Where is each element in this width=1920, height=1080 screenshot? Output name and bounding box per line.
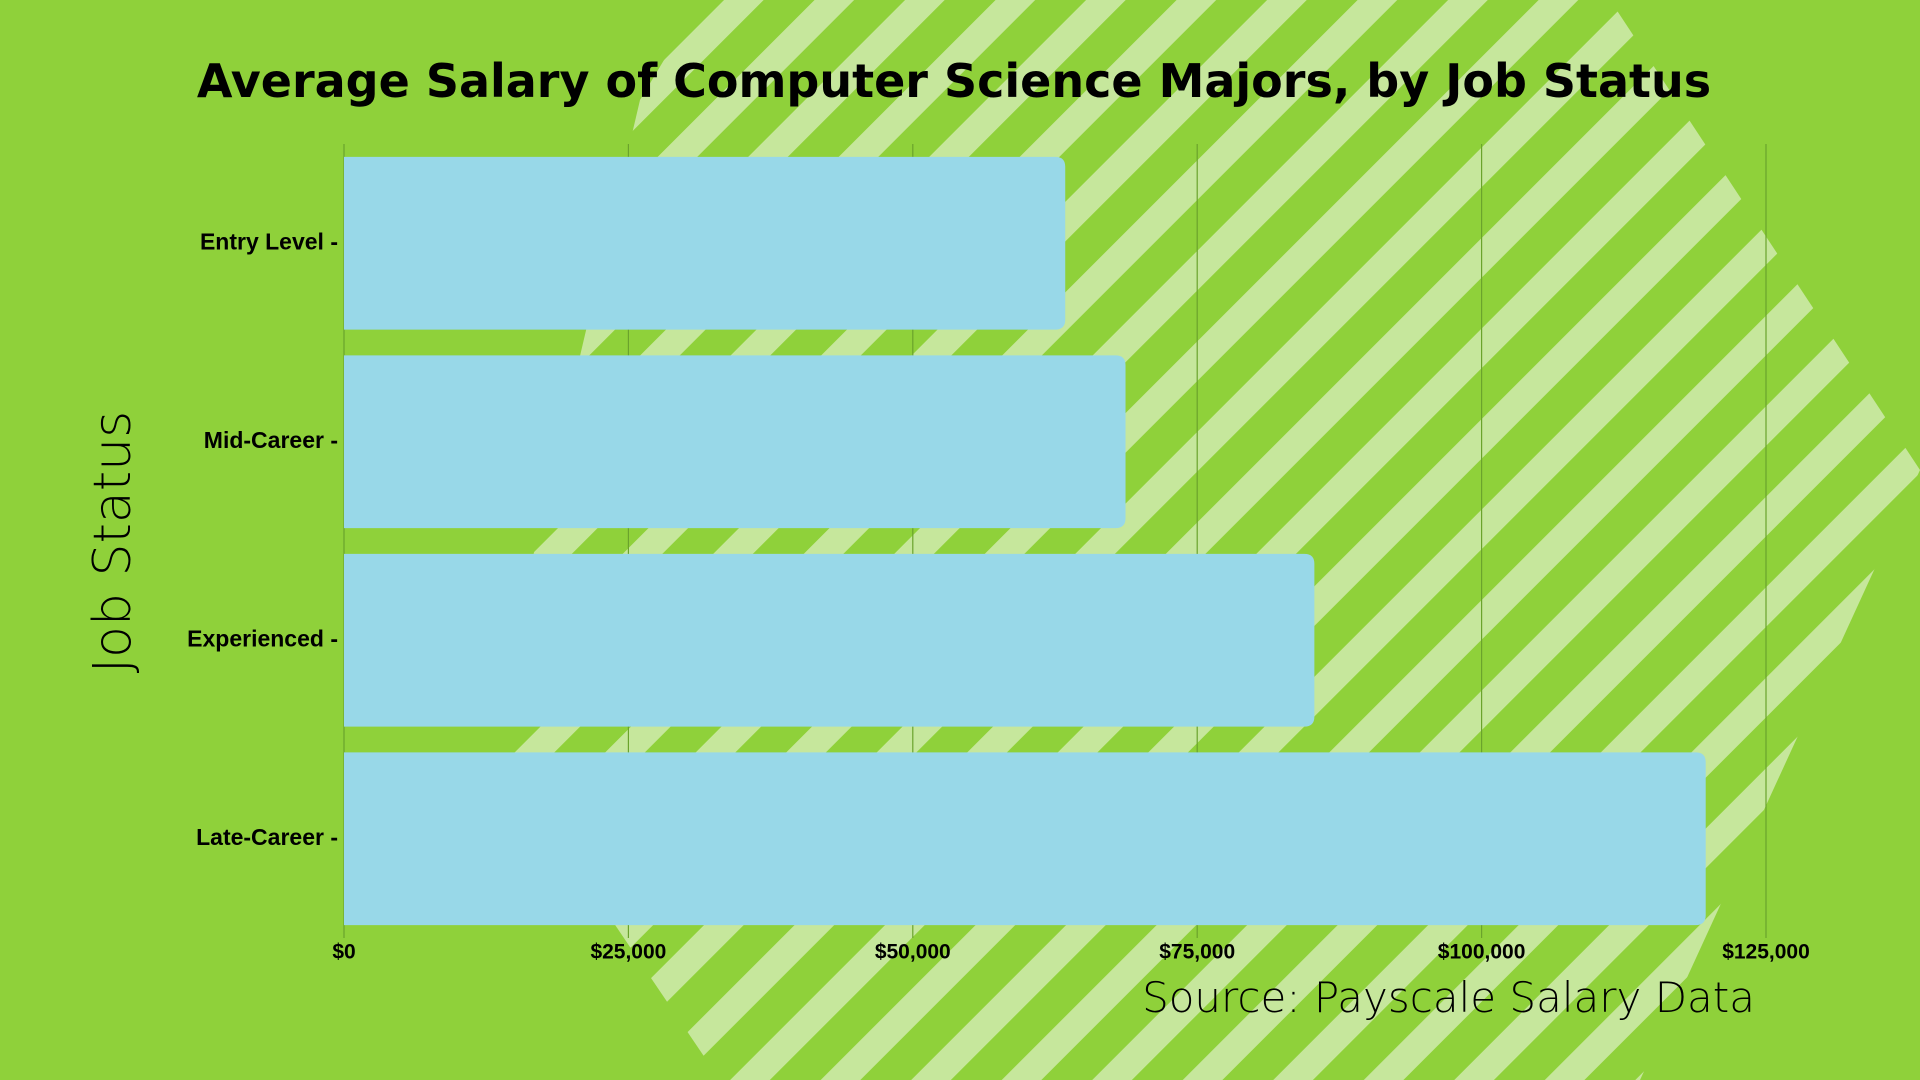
- chart-title: Average Salary of Computer Science Major…: [197, 54, 1711, 108]
- x-tick-label: $0: [332, 941, 355, 964]
- y-tick-label: Experienced -: [187, 625, 338, 651]
- y-tick-label: Entry Level -: [200, 228, 338, 254]
- y-tick-label: Late-Career -: [196, 824, 338, 850]
- bar: [344, 355, 1126, 529]
- x-tick-label: $25,000: [590, 941, 666, 964]
- x-tick-label: $100,000: [1438, 941, 1526, 964]
- source-note: Source: Payscale Salary Data: [1142, 973, 1755, 1022]
- bar: [344, 553, 1315, 727]
- x-tick-label: $75,000: [1159, 941, 1235, 964]
- bar: [344, 752, 1706, 926]
- x-tick-label: $125,000: [1722, 941, 1810, 964]
- y-axis-label: Job Status: [83, 411, 143, 673]
- x-tick-label: $50,000: [875, 941, 951, 964]
- y-tick-label: Mid-Career -: [204, 427, 338, 453]
- bar: [344, 156, 1066, 330]
